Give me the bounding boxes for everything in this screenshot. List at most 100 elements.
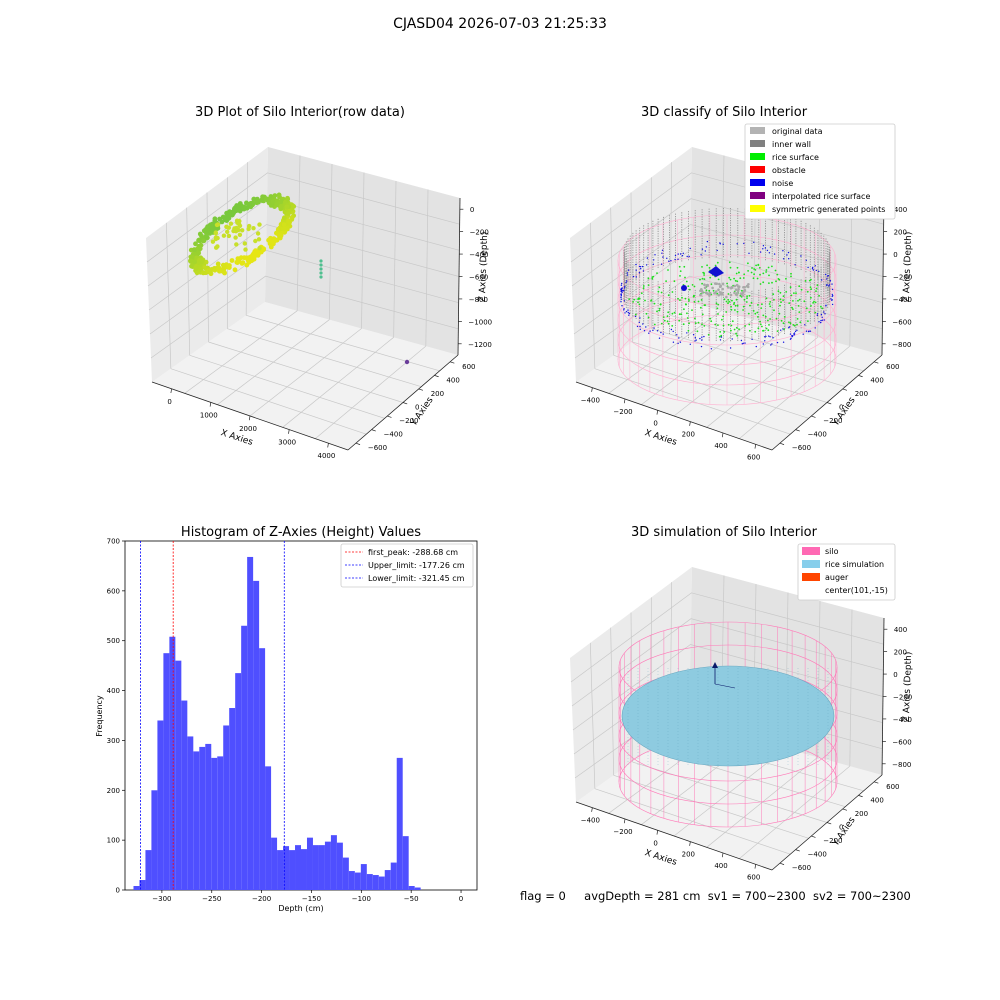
data-point xyxy=(213,236,219,242)
data-point xyxy=(196,260,201,265)
rice-surface-point xyxy=(792,324,795,326)
noise-point xyxy=(627,311,629,314)
rice-surface-point xyxy=(798,311,801,313)
pane-floor xyxy=(576,722,882,870)
raw-3d-x-tick-label: 3000 xyxy=(278,439,296,447)
noise-point xyxy=(787,251,790,254)
data-point xyxy=(193,241,198,247)
noise-point xyxy=(645,326,647,328)
rice-surface-point xyxy=(756,311,759,314)
simulation-3d-y-tick-mark xyxy=(874,781,879,784)
rice-surface-point xyxy=(647,277,650,280)
rice-surface-point xyxy=(761,325,763,328)
original-data-point xyxy=(726,286,730,289)
rice-surface-point xyxy=(736,304,739,307)
noise-point xyxy=(670,260,672,262)
histogram-bar xyxy=(402,836,409,890)
rice-surface-point xyxy=(805,307,808,310)
original-data-point xyxy=(733,284,737,288)
noise-point xyxy=(639,317,641,319)
simulation-3d-z-tick-label: 400 xyxy=(894,626,907,634)
classify-3d-y-tick-label: −600 xyxy=(792,444,811,452)
noise-point xyxy=(640,268,642,270)
noise-point xyxy=(782,250,784,252)
rice-surface-point xyxy=(653,302,656,305)
raw-3d-ylabel: Y Axies xyxy=(409,395,436,429)
histogram-bar xyxy=(205,743,212,890)
histogram-bar xyxy=(163,653,170,890)
classify-3d-y-tick-label: −200 xyxy=(823,417,842,425)
rice-surface-point xyxy=(666,320,669,323)
rice-surface-point xyxy=(728,261,731,264)
classify-3d-x-tick-label: 400 xyxy=(714,442,727,450)
rice-surface-point xyxy=(779,304,781,307)
rice-surface-point xyxy=(768,324,770,326)
noise-point xyxy=(782,341,785,343)
noise-point xyxy=(742,342,744,344)
simulation-3d-y-tick-label: −600 xyxy=(792,864,811,872)
data-point xyxy=(204,228,210,233)
simulation-3d-z-tick-label: 0 xyxy=(893,671,897,679)
rice-surface-point xyxy=(789,286,792,289)
rice-surface-point xyxy=(633,298,636,301)
noise-point xyxy=(804,324,806,326)
rice-surface-point xyxy=(792,308,794,310)
legend-swatch xyxy=(750,153,765,160)
simulation-3d-x-tick-label: 0 xyxy=(653,839,657,847)
rice-surface-point xyxy=(746,297,748,300)
noise-point xyxy=(789,338,792,340)
data-point xyxy=(246,226,251,232)
original-data-point xyxy=(711,286,714,290)
original-data-point xyxy=(736,292,739,295)
noise-point xyxy=(720,336,723,338)
simulation-3d-y-tick-mark xyxy=(842,808,848,811)
legend-swatch xyxy=(750,179,765,186)
raw-3d-points xyxy=(188,192,410,365)
rice-surface-point xyxy=(789,322,792,325)
rice-surface-point xyxy=(688,300,690,302)
rice-surface-point xyxy=(739,294,742,297)
noise-point xyxy=(831,299,833,301)
rice-surface-point xyxy=(673,280,676,283)
classify-3d-y-tick-label: 600 xyxy=(886,363,899,371)
rice-surface-point xyxy=(754,312,757,315)
noise-point xyxy=(825,304,827,306)
noise-point xyxy=(688,255,690,258)
rice-surface-point xyxy=(771,265,773,268)
noise-point xyxy=(826,278,828,280)
rice-surface-point xyxy=(634,313,637,316)
rice-surface-point xyxy=(762,272,765,275)
rice-surface-point xyxy=(731,299,733,302)
rice-surface-point xyxy=(687,285,690,288)
rice-surface-point xyxy=(759,283,762,285)
noise-point xyxy=(831,293,833,296)
legend-box xyxy=(797,543,896,601)
noise-point xyxy=(706,240,709,243)
y-tick-label: 200 xyxy=(107,787,120,795)
rice-surface-point xyxy=(717,278,720,281)
noise-point xyxy=(701,248,704,250)
simulation-3d-y-tick-label: −200 xyxy=(823,837,842,845)
classify-3d-ylabel: Y Axies xyxy=(831,395,858,429)
rice-surface-point xyxy=(736,310,739,313)
classify-3d-z-tick-label: −200 xyxy=(893,274,912,282)
noise-point xyxy=(638,272,641,274)
data-point xyxy=(236,207,241,212)
rice-surface-point xyxy=(767,329,770,332)
noise-point xyxy=(624,285,626,288)
grid-line xyxy=(571,198,884,287)
original-data-point xyxy=(733,291,736,295)
x-tick-label: −150 xyxy=(302,895,321,903)
noise-point xyxy=(812,269,815,271)
raw-3d-zlabel: Z Axies (Depth) xyxy=(478,232,490,303)
original-data-point xyxy=(743,288,747,292)
data-point xyxy=(291,204,297,209)
noise-point xyxy=(641,265,644,268)
rice-surface-point xyxy=(727,293,730,295)
rice-surface-point xyxy=(768,303,771,305)
classify-3d-y-tick-mark xyxy=(842,388,848,391)
noise-point xyxy=(753,241,755,243)
legend-swatch xyxy=(802,560,820,568)
rice-surface-point xyxy=(699,278,701,281)
data-point xyxy=(214,245,219,250)
